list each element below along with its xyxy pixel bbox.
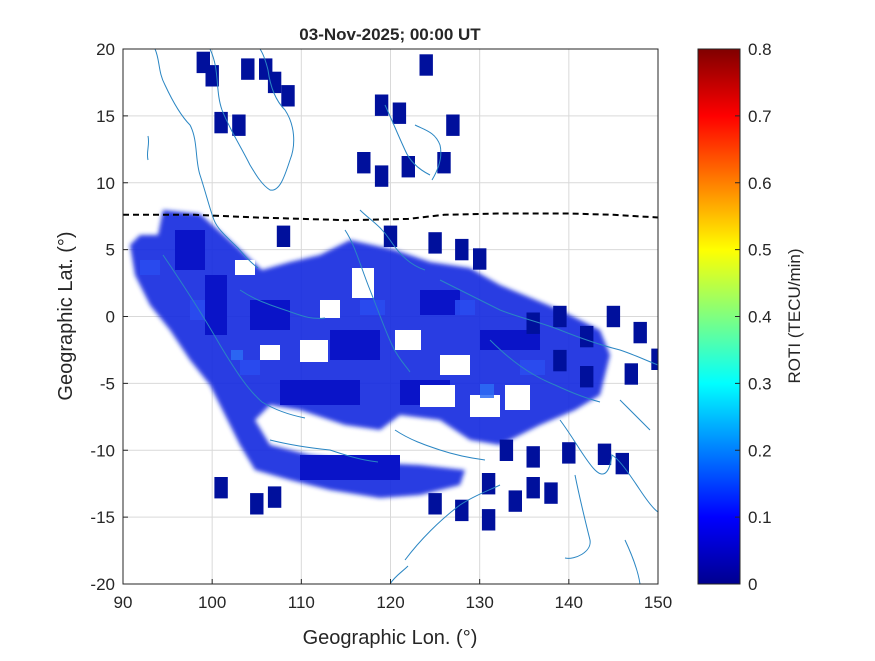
roti-cell <box>553 349 567 372</box>
y-tick-label: 20 <box>96 40 115 59</box>
y-tick-label: -10 <box>90 441 115 460</box>
isolated-roti-cells <box>196 51 658 531</box>
roti-cell <box>580 325 594 348</box>
roti-cell <box>214 477 228 499</box>
x-tick-label: 90 <box>114 593 133 612</box>
roti-cell <box>392 102 407 124</box>
colorbar-tick-label: 0.7 <box>748 107 772 126</box>
colorbar-ticks: 0 0.1 0.2 0.3 0.4 0.5 0.6 0.7 0.8 <box>735 40 772 594</box>
colorbar-tick-label: 0.4 <box>748 308 772 327</box>
roti-cell <box>580 366 594 388</box>
y-tick-label: 10 <box>96 174 115 193</box>
roti-cell <box>281 85 295 107</box>
roti-cell <box>526 312 540 334</box>
roti-cell <box>446 114 460 136</box>
roti-cell <box>651 348 658 370</box>
roti-cell <box>624 363 638 385</box>
colorbar-tick-label: 0.3 <box>748 374 772 393</box>
y-tick-label: -20 <box>90 575 115 594</box>
roti-cell <box>508 490 522 512</box>
colorbar-label: ROTI (TECU/min) <box>785 248 804 383</box>
roti-data-band <box>130 210 610 498</box>
roti-cell <box>481 473 496 495</box>
roti-cell <box>553 305 567 328</box>
roti-cell <box>276 225 291 247</box>
roti-cell <box>526 477 540 499</box>
roti-cell <box>455 238 469 261</box>
x-tick-label: 120 <box>376 593 404 612</box>
y-tick-label: 15 <box>96 107 115 126</box>
roti-cell <box>526 446 540 468</box>
coastlines <box>146 49 658 584</box>
colorbar-tick-label: 0.2 <box>748 441 772 460</box>
colorbar <box>697 48 741 585</box>
colorbar-tick-label: 0.1 <box>748 508 772 527</box>
roti-cell <box>357 152 371 174</box>
y-tick-label: 0 <box>106 308 115 327</box>
x-tick-label: 150 <box>644 593 672 612</box>
roti-cell <box>597 443 612 465</box>
colorbar-tick-label: 0.5 <box>748 241 772 260</box>
colorbar-tick-label: 0 <box>748 575 757 594</box>
roti-cell <box>401 156 415 178</box>
y-tick-label: -5 <box>100 374 115 393</box>
x-tick-label: 100 <box>198 593 226 612</box>
y-tick-label: 5 <box>106 241 115 260</box>
roti-cell <box>250 493 264 515</box>
y-axis-label: Geographic Lat. (°) <box>55 231 77 400</box>
roti-cell <box>232 114 246 136</box>
roti-cell <box>428 232 442 254</box>
x-axis-ticks: 90 100 110 120 130 140 150 <box>114 579 672 612</box>
roti-cell <box>606 305 621 328</box>
magnetic-equator-line <box>123 212 658 222</box>
roti-cell <box>374 94 389 116</box>
roti-cell <box>633 321 647 344</box>
x-tick-label: 130 <box>465 593 493 612</box>
roti-cell <box>428 493 442 515</box>
roti-cell <box>562 442 576 464</box>
x-tick-label: 140 <box>555 593 583 612</box>
roti-cell <box>374 165 389 187</box>
roti-cell <box>455 499 469 522</box>
x-axis-label: Geographic Lon. (°) <box>303 627 478 649</box>
y-axis-ticks: -20 -15 -10 -5 0 5 10 15 20 <box>90 40 128 594</box>
roti-cell <box>267 486 282 508</box>
roti-cell <box>473 248 487 270</box>
colorbar-tick-label: 0.8 <box>748 40 772 59</box>
roti-cell <box>499 439 514 461</box>
roti-cell <box>383 225 398 247</box>
roti-cell <box>214 111 228 134</box>
roti-cell <box>419 54 433 76</box>
roti-cell <box>241 58 255 80</box>
roti-cell <box>544 482 558 504</box>
roti-cell <box>481 509 496 531</box>
chart-title: 03-Nov-2025; 00:00 UT <box>299 25 481 44</box>
colorbar-tick-label: 0.6 <box>748 174 772 193</box>
y-tick-label: -15 <box>90 508 115 527</box>
roti-cell <box>267 71 282 94</box>
x-tick-label: 110 <box>288 593 315 612</box>
roti-cell <box>205 65 219 87</box>
